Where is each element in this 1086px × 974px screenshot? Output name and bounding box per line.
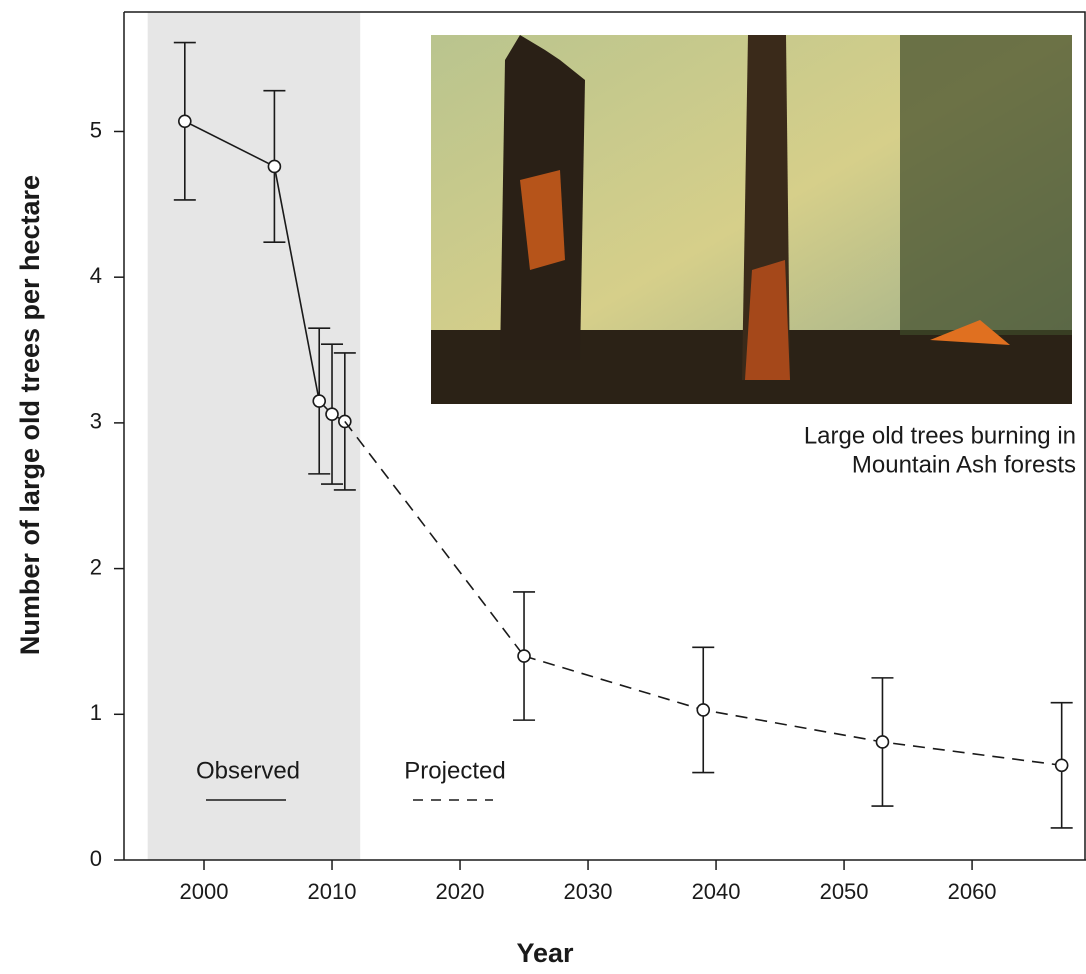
x-axis-title: Year [516, 938, 574, 968]
x-tick-label: 2020 [436, 879, 485, 904]
y-tick-label: 5 [90, 117, 102, 142]
chart: Large old trees burning in Mountain Ash … [0, 0, 1086, 974]
series-connector [345, 421, 524, 656]
y-axis-title: Number of large old trees per hectare [15, 175, 45, 655]
data-point [518, 650, 530, 662]
observed-shade [148, 12, 360, 860]
x-tick-label: 2060 [948, 879, 997, 904]
series-line [524, 656, 1062, 765]
y-tick-label: 2 [90, 554, 102, 579]
x-tick-label: 2040 [692, 879, 741, 904]
y-tick-label: 4 [90, 263, 102, 288]
data-point [876, 736, 888, 748]
legend-label: Projected [404, 757, 505, 784]
data-point [313, 395, 325, 407]
x-tick-label: 2000 [180, 879, 229, 904]
x-tick-label: 2030 [564, 879, 613, 904]
legend-label: Observed [196, 757, 300, 784]
y-tick-label: 3 [90, 409, 102, 434]
y-tick-label: 1 [90, 700, 102, 725]
caption: Large old trees burning in [804, 422, 1076, 449]
caption: Mountain Ash forests [852, 451, 1076, 478]
x-tick-label: 2010 [308, 879, 357, 904]
data-point [326, 408, 338, 420]
data-point [179, 115, 191, 127]
y-tick-label: 0 [90, 846, 102, 871]
data-point [268, 160, 280, 172]
x-tick-label: 2050 [820, 879, 869, 904]
data-point [697, 704, 709, 716]
photo [431, 35, 1072, 404]
data-point [1056, 759, 1068, 771]
